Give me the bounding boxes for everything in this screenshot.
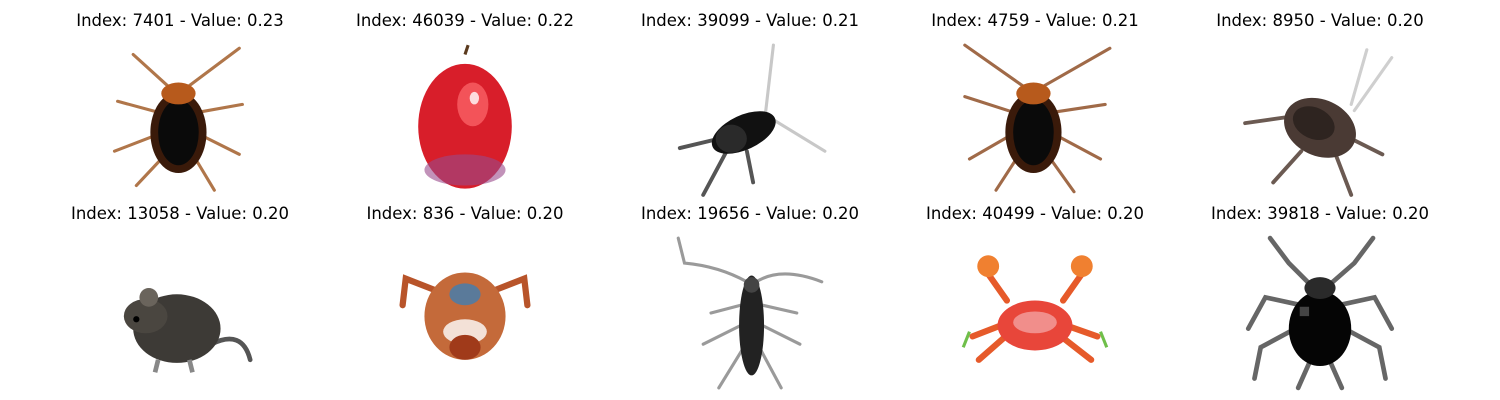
- cricket-icon: [672, 42, 828, 198]
- grid-cell: Index: 40499 - Value: 0.20: [885, 198, 1185, 391]
- crab-icon: [387, 235, 543, 391]
- image-caption: Index: 7401 - Value: 0.23: [76, 11, 284, 30]
- image-caption: Index: 13058 - Value: 0.20: [70, 204, 289, 223]
- grid-cell: Index: 7401 - Value: 0.23: [30, 5, 330, 198]
- image-caption: Index: 39099 - Value: 0.21: [640, 11, 859, 30]
- image-caption: Index: 39818 - Value: 0.20: [1210, 204, 1429, 223]
- grid-cell: Index: 4759 - Value: 0.21: [885, 5, 1185, 198]
- crab-icon: [957, 235, 1113, 391]
- beetle-icon: [672, 235, 828, 391]
- image-caption: Index: 4759 - Value: 0.21: [931, 11, 1139, 30]
- grid-cell: Index: 19656 - Value: 0.20: [600, 198, 900, 391]
- grid-cell: Index: 46039 - Value: 0.22: [315, 5, 615, 198]
- grid-cell: Index: 39099 - Value: 0.21: [600, 5, 900, 198]
- cockroach-icon: [1242, 42, 1398, 198]
- spider-icon: [1242, 235, 1398, 391]
- grid-cell: Index: 8950 - Value: 0.20: [1170, 5, 1470, 198]
- image-caption: Index: 8950 - Value: 0.20: [1216, 11, 1424, 30]
- grid-cell: Index: 39818 - Value: 0.20: [1170, 198, 1470, 391]
- image-caption: Index: 40499 - Value: 0.20: [925, 204, 1144, 223]
- apple-icon: [387, 42, 543, 198]
- cockroach-icon: [957, 42, 1113, 198]
- image-caption: Index: 19656 - Value: 0.20: [640, 204, 859, 223]
- image-caption: Index: 46039 - Value: 0.22: [355, 11, 574, 30]
- grid-cell: Index: 836 - Value: 0.20: [315, 198, 615, 391]
- image-caption: Index: 836 - Value: 0.20: [366, 204, 564, 223]
- grid-cell: Index: 13058 - Value: 0.20: [30, 198, 330, 391]
- cockroach-icon: [102, 42, 258, 198]
- mouse-icon: [102, 235, 258, 391]
